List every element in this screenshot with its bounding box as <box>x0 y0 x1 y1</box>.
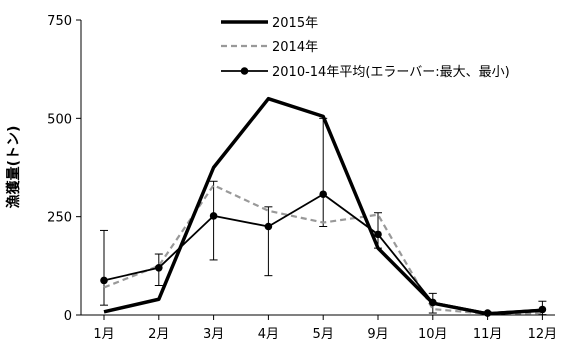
x-tick-label: 11月 <box>473 327 503 342</box>
y-tick-label: 750 <box>47 14 72 29</box>
x-tick-label: 12月 <box>528 327 558 342</box>
y-tick-label: 500 <box>47 112 72 127</box>
series-line <box>103 184 543 315</box>
data-point <box>209 212 218 220</box>
legend-label: 2010-14年平均(エラーバー:最大、最小) <box>272 65 510 80</box>
x-tick-label: 1月 <box>93 327 114 342</box>
legend-label: 2015年 <box>272 16 318 31</box>
y-axis-title: 漁獲量(トン) <box>5 126 22 209</box>
x-tick-label: 3月 <box>203 327 224 342</box>
y-tick-label: 0 <box>64 309 72 324</box>
x-tick-label: 4月 <box>258 327 279 342</box>
x-tick-label: 10月 <box>418 327 448 342</box>
x-tick-label: 9月 <box>367 327 388 342</box>
data-point <box>319 190 328 199</box>
data-point <box>264 222 273 231</box>
axes: 0 250 500 750 1月 2月 3月 4月 5月 9月 10月 11月 12月 <box>47 14 557 342</box>
legend-label: 2014年 <box>272 40 318 55</box>
y-tick-label: 250 <box>47 211 72 226</box>
series <box>100 96 547 317</box>
series-line <box>103 96 543 316</box>
legend: 2015年 2014年 2010-14年平均(エラーバー:最大、最小) <box>221 16 510 80</box>
error-bars <box>100 117 547 316</box>
data-point <box>374 230 382 239</box>
legend-marker <box>240 67 249 75</box>
x-tick-label: 2月 <box>148 327 169 342</box>
data-point <box>155 264 163 272</box>
data-point <box>100 276 108 285</box>
x-tick-label: 5月 <box>313 327 334 342</box>
